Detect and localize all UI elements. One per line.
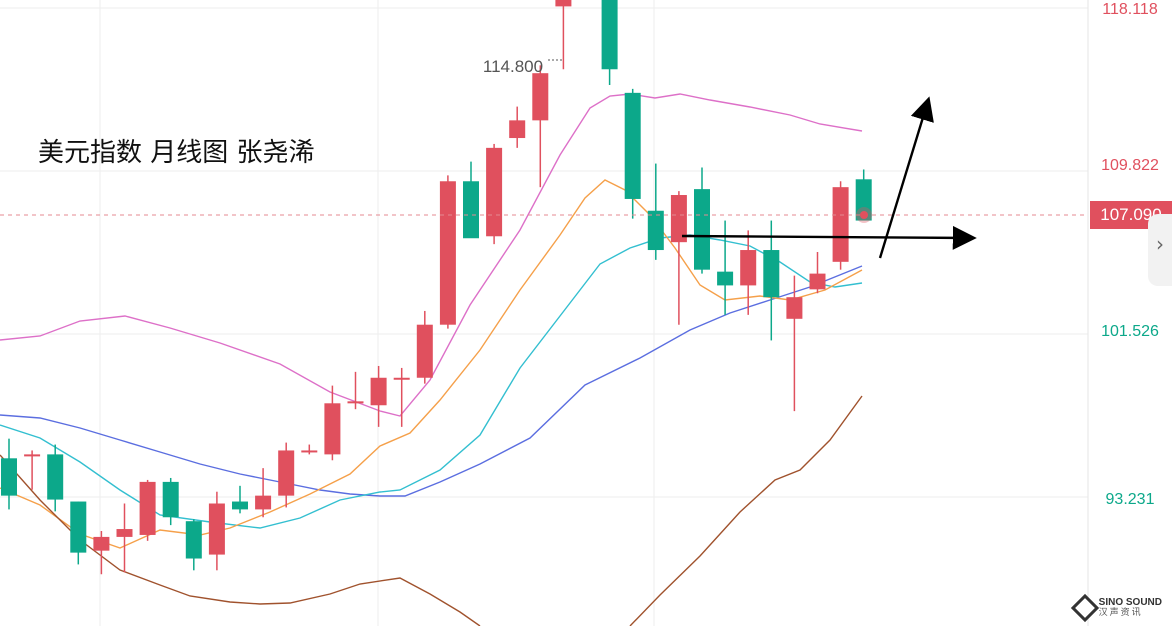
candle-down	[855, 179, 872, 221]
bollinger-upper-line	[0, 93, 863, 417]
chevron-right-icon[interactable]: ›	[1148, 214, 1172, 286]
candle-up	[439, 181, 456, 325]
candle-up	[555, 0, 572, 7]
logo-diamond-icon	[1070, 593, 1099, 623]
candle-up	[532, 73, 549, 121]
candle-down	[717, 271, 734, 286]
candle-down	[185, 521, 202, 559]
candle-up	[347, 401, 364, 404]
candle-up	[670, 195, 687, 243]
candle-up	[301, 450, 318, 453]
bollinger-lower-line	[0, 454, 481, 626]
candle-up	[93, 536, 110, 551]
candle-up	[416, 324, 433, 378]
y-tick-label: 93.231	[1106, 491, 1155, 508]
candle-up	[509, 120, 526, 139]
candle-down	[694, 189, 710, 270]
logo-text-en: SINO SOUND	[1098, 597, 1162, 608]
candle-down	[1, 458, 17, 496]
candle-down	[647, 210, 664, 251]
candle-up	[255, 495, 272, 510]
logo-text-cn: 汉声资讯	[1098, 608, 1143, 618]
ma-blue-line	[0, 265, 863, 497]
candle-up	[832, 187, 849, 262]
candle-up	[24, 454, 41, 457]
candle-up	[139, 481, 156, 535]
candle-up	[324, 403, 341, 455]
ma-cyan-line	[0, 234, 863, 529]
y-tick-label: 109.822	[1101, 157, 1159, 174]
candle-up	[370, 377, 387, 406]
chart-title: 美元指数 月线图 张尧浠	[38, 138, 315, 168]
candle-up	[393, 377, 410, 380]
sino-sound-logo: SINO SOUND 汉声资讯	[1070, 593, 1162, 623]
candle-down	[624, 92, 641, 199]
candle-up	[278, 450, 295, 496]
annotation-overlay: 114.800	[0, 57, 1088, 259]
candle-up	[486, 147, 503, 237]
candle-down	[601, 0, 618, 70]
grid	[0, 0, 1089, 626]
last-price-dot	[860, 211, 868, 219]
y-tick-label: 118.118	[1102, 1, 1158, 18]
upward-arrow	[878, 96, 934, 259]
candle-down	[162, 481, 179, 518]
candle-down	[47, 454, 64, 500]
candle-down	[763, 250, 780, 298]
y-axis: 118.118 109.822 101.526 93.231	[1101, 1, 1159, 508]
high-value-label: 114.800	[483, 57, 543, 76]
candle-down	[70, 501, 87, 553]
candle-down	[463, 181, 479, 239]
indicator-lines	[0, 93, 863, 626]
y-tick-label: 101.526	[1101, 323, 1159, 340]
candle-up	[786, 297, 803, 319]
candle-up	[116, 529, 133, 537]
candle-down	[232, 501, 248, 510]
horizontal-arrow	[681, 225, 977, 250]
ma-orange-line	[0, 179, 863, 549]
candle-up	[208, 503, 225, 555]
bollinger-lower-line-right	[629, 395, 863, 626]
candle-up	[809, 273, 826, 290]
candle-up	[740, 250, 757, 286]
candles	[1, 0, 872, 575]
